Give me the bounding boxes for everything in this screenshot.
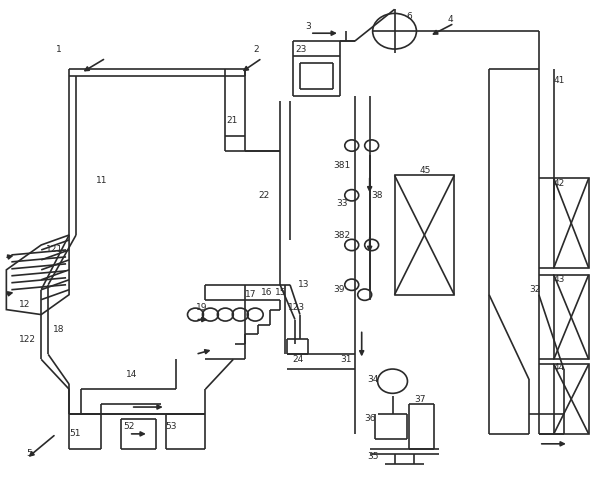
Text: 32: 32 <box>529 285 540 294</box>
Text: 121: 121 <box>46 245 63 255</box>
Text: 13: 13 <box>298 280 310 289</box>
Text: 35: 35 <box>368 452 379 461</box>
Text: 18: 18 <box>53 325 65 334</box>
Text: 36: 36 <box>365 414 376 424</box>
Text: 5: 5 <box>26 449 32 458</box>
Text: 33: 33 <box>336 199 347 208</box>
Text: 14: 14 <box>126 369 137 379</box>
Bar <box>554 275 589 359</box>
Text: 6: 6 <box>406 12 412 21</box>
Text: 19: 19 <box>196 303 207 312</box>
Text: 44: 44 <box>554 363 565 372</box>
Text: 11: 11 <box>96 176 107 185</box>
Bar <box>394 175 454 295</box>
Text: 37: 37 <box>415 395 426 404</box>
Text: 122: 122 <box>20 335 36 344</box>
Text: 43: 43 <box>554 275 565 284</box>
Text: 1: 1 <box>56 44 62 54</box>
Text: 4: 4 <box>447 15 453 24</box>
Bar <box>554 364 589 434</box>
Text: 123: 123 <box>288 303 305 312</box>
Text: 381: 381 <box>333 161 350 170</box>
Text: 23: 23 <box>295 44 307 54</box>
Text: 24: 24 <box>292 355 303 364</box>
Text: 2: 2 <box>253 44 259 54</box>
Text: 38: 38 <box>372 191 383 200</box>
Text: 45: 45 <box>419 166 431 175</box>
Text: 15: 15 <box>275 288 286 297</box>
Text: 382: 382 <box>333 230 350 240</box>
Text: 41: 41 <box>554 76 565 85</box>
Text: 22: 22 <box>258 191 269 200</box>
Text: 51: 51 <box>69 429 81 439</box>
Bar <box>554 178 589 268</box>
Text: 34: 34 <box>368 375 379 384</box>
Text: 42: 42 <box>554 179 565 188</box>
Text: 52: 52 <box>123 423 134 431</box>
Text: 21: 21 <box>227 116 238 125</box>
Text: 17: 17 <box>246 290 257 299</box>
Text: 39: 39 <box>333 285 345 294</box>
Text: 53: 53 <box>165 423 177 431</box>
Text: 16: 16 <box>261 288 273 297</box>
Text: 31: 31 <box>340 355 351 364</box>
Text: 3: 3 <box>305 22 311 31</box>
Text: 12: 12 <box>20 300 31 309</box>
